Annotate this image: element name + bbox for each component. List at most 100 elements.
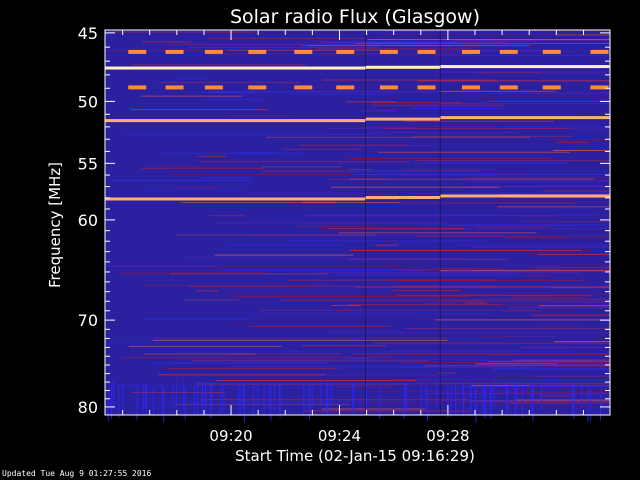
noise-stripe — [116, 385, 395, 387]
noise-stripe — [312, 285, 483, 287]
noise-stripe — [515, 399, 610, 401]
noise-stripe — [439, 286, 610, 288]
interference-block — [462, 49, 480, 54]
noise-stripe — [397, 295, 591, 297]
noise-stripe — [556, 361, 610, 363]
noise-stripe — [462, 177, 610, 179]
burst-stripe — [118, 385, 120, 418]
noise-stripe — [316, 48, 471, 50]
noise-stripe — [497, 206, 610, 208]
x-tick-label: 09:24 — [318, 427, 361, 445]
chart-title: Solar radio Flux (Glasgow) — [230, 6, 480, 28]
burst-stripe — [590, 387, 592, 422]
interference-block — [128, 49, 147, 54]
noise-stripe — [367, 38, 610, 40]
noise-stripe — [120, 272, 267, 274]
burst-stripe — [600, 386, 602, 421]
noise-stripe — [417, 80, 610, 82]
noise-stripe — [321, 408, 425, 410]
noise-stripe — [152, 339, 449, 341]
noise-stripe — [373, 342, 610, 344]
burst-stripe — [279, 384, 281, 418]
noise-stripe — [503, 335, 558, 337]
noise-stripe — [487, 40, 541, 42]
burst-stripe — [202, 380, 204, 408]
noise-stripe — [161, 152, 302, 154]
noise-stripe — [411, 192, 610, 194]
interference-block — [336, 49, 355, 54]
noise-stripe — [208, 215, 245, 217]
noise-stripe — [530, 314, 610, 316]
noise-stripe — [141, 188, 253, 190]
burst-stripe — [161, 384, 163, 416]
bright-line — [440, 65, 610, 69]
noise-stripe — [538, 325, 581, 327]
burst-stripe — [365, 382, 367, 408]
burst-stripe — [183, 382, 185, 411]
noise-stripe — [534, 375, 610, 377]
noise-stripe — [422, 302, 459, 304]
noise-stripe — [188, 47, 379, 49]
noise-stripe — [227, 366, 454, 368]
noise-stripe — [385, 30, 475, 32]
noise-stripe — [438, 103, 610, 105]
noise-stripe — [123, 133, 390, 135]
noise-stripe — [105, 384, 166, 386]
burst-stripe — [379, 385, 381, 419]
burst-stripe — [489, 383, 491, 409]
burst-stripe — [110, 386, 112, 419]
noise-stripe — [259, 309, 537, 311]
noise-stripe — [436, 372, 457, 374]
noise-stripe — [174, 359, 487, 361]
noise-stripe — [346, 158, 551, 160]
noise-stripe — [557, 141, 589, 143]
burst-stripe — [514, 381, 516, 417]
noise-stripe — [471, 246, 610, 248]
noise-stripe — [206, 374, 454, 376]
bright-line — [365, 195, 441, 199]
interference-block — [204, 49, 223, 54]
noise-stripe — [140, 95, 243, 97]
plot-frame — [104, 29, 611, 416]
burst-stripe — [172, 382, 174, 408]
noise-stripe — [412, 135, 572, 137]
burst-stripe — [210, 385, 212, 419]
noise-stripe — [487, 298, 610, 300]
noise-stripe — [423, 365, 610, 367]
interference-block — [379, 49, 398, 54]
noise-stripe — [474, 226, 550, 228]
burst-stripe — [330, 381, 332, 407]
noise-stripe — [329, 178, 387, 180]
burst-stripe — [485, 381, 487, 415]
noise-stripe — [435, 125, 610, 127]
noise-stripe — [433, 268, 502, 270]
noise-stripe — [226, 49, 398, 51]
noise-stripe — [189, 285, 501, 287]
noise-stripe — [327, 228, 465, 230]
noise-stripe — [131, 392, 226, 394]
burst-stripe — [581, 382, 583, 408]
burst-stripe — [490, 384, 492, 419]
noise-stripe — [166, 44, 211, 46]
noise-stripe — [349, 178, 595, 180]
interference-block — [542, 49, 561, 54]
noise-stripe — [305, 215, 557, 217]
burst-stripe — [516, 383, 518, 412]
noise-stripe — [416, 236, 610, 238]
noise-stripe — [180, 201, 400, 203]
noise-stripe — [348, 168, 374, 170]
noise-stripe — [254, 235, 501, 237]
burst-stripe — [427, 387, 429, 422]
interference-block — [462, 85, 480, 90]
noise-stripe — [266, 136, 530, 138]
interference-block — [417, 49, 436, 54]
noise-stripe — [191, 360, 428, 362]
burst-stripe — [506, 382, 508, 411]
noise-stripe — [550, 287, 610, 289]
burst-stripe — [406, 381, 408, 410]
noise-stripe — [331, 304, 362, 306]
noise-stripe — [455, 244, 610, 246]
burst-stripe — [136, 385, 138, 421]
noise-stripe — [201, 177, 253, 179]
